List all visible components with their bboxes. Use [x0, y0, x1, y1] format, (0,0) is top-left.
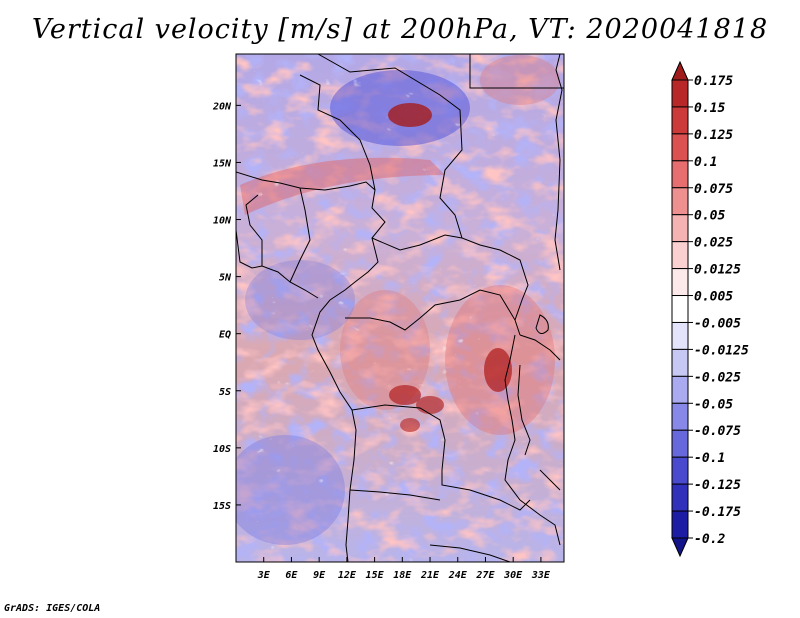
- lat-tick-label: 15N: [213, 158, 232, 169]
- map-frame: [235, 53, 565, 563]
- colorbar-swatch: [671, 295, 689, 323]
- colorbar-swatch: [671, 375, 689, 404]
- colorbar-label: -0.05: [694, 397, 733, 412]
- colorbar-swatch: [671, 106, 689, 135]
- colorbar-label: -0.125: [694, 478, 741, 493]
- lat-tick-label: 15S: [213, 501, 231, 512]
- lon-tick-label: 9E: [313, 570, 326, 581]
- colorbar-label: 0.075: [694, 182, 733, 197]
- colorbar-swatch: [671, 483, 689, 512]
- lon-tick-label: 21E: [420, 570, 440, 581]
- colorbar-swatch: [671, 160, 689, 189]
- colorbar-swatch: [671, 214, 689, 243]
- lat-tick-label: EQ: [219, 330, 231, 341]
- velocity-field: [236, 54, 564, 562]
- lon-tick-label: 24E: [448, 570, 468, 581]
- colorbar-swatch: [671, 456, 689, 485]
- lon-tick-label: 18E: [393, 570, 412, 581]
- lat-tick-label: 10N: [213, 216, 232, 227]
- colorbar-swatch: [671, 187, 689, 216]
- lat-tick-label: 5S: [219, 387, 231, 398]
- colorbar-swatch: [671, 79, 689, 108]
- lon-tick-label: 27E: [475, 570, 495, 581]
- colorbar-label: -0.075: [694, 424, 741, 439]
- colorbar: 0.175 0.15 0.125 0.1 0.075 0.05 0.025 0.0125 0.0…: [671, 60, 749, 558]
- map-title: Vertical velocity [m/s] at 200hPa, VT: 2…: [31, 14, 769, 45]
- lat-tick-label: 5N: [219, 273, 232, 284]
- lon-tick-label: 33E: [531, 570, 551, 581]
- colorbar-label: 0.175: [694, 74, 733, 89]
- lon-tick-label: 6E: [285, 570, 298, 581]
- colorbar-swatch: [671, 241, 689, 270]
- colorbar-label: -0.1: [694, 451, 725, 466]
- colorbar-label: -0.175: [694, 505, 741, 520]
- colorbar-swatch: [671, 510, 689, 539]
- colorbar-label: -0.0125: [694, 343, 749, 358]
- colorbar-swatch: [671, 60, 689, 81]
- colorbar-label: -0.025: [694, 370, 741, 385]
- lon-tick-label: 12E: [338, 570, 357, 581]
- colorbar-swatch: [671, 537, 689, 558]
- colorbar-label: 0.05: [694, 209, 725, 224]
- colorbar-label: 0.005: [694, 290, 733, 305]
- latitude-axis: 20N 15N 10N 5N EQ 5S 10S 15S: [212, 101, 241, 512]
- colorbar-label: 0.1: [694, 155, 717, 170]
- lon-tick-label: 3E: [257, 570, 271, 581]
- lon-tick-label: 30E: [503, 570, 523, 581]
- colorbar-label: 0.0125: [694, 263, 741, 278]
- lat-tick-label: 10S: [213, 444, 231, 455]
- colorbar-label: 0.125: [694, 128, 733, 143]
- lon-tick-label: 15E: [366, 570, 385, 581]
- grads-credit: GrADS: IGES/COLA: [4, 603, 101, 614]
- colorbar-swatch: [671, 429, 689, 458]
- colorbar-label: -0.2: [694, 532, 725, 547]
- colorbar-label: 0.15: [694, 101, 725, 116]
- colorbar-swatch: [671, 348, 689, 377]
- colorbar-swatch: [671, 321, 689, 350]
- colorbar-swatch: [671, 402, 689, 431]
- lat-tick-label: 20N: [212, 101, 232, 112]
- colorbar-swatch: [671, 268, 689, 297]
- colorbar-label: -0.005: [694, 316, 741, 331]
- longitude-axis: 3E 6E 9E 12E 15E 18E 21E 24E 27E 30E 33E: [257, 557, 551, 581]
- colorbar-swatch: [671, 133, 689, 162]
- country-boundaries: [236, 54, 564, 562]
- colorbar-label: 0.025: [694, 236, 733, 251]
